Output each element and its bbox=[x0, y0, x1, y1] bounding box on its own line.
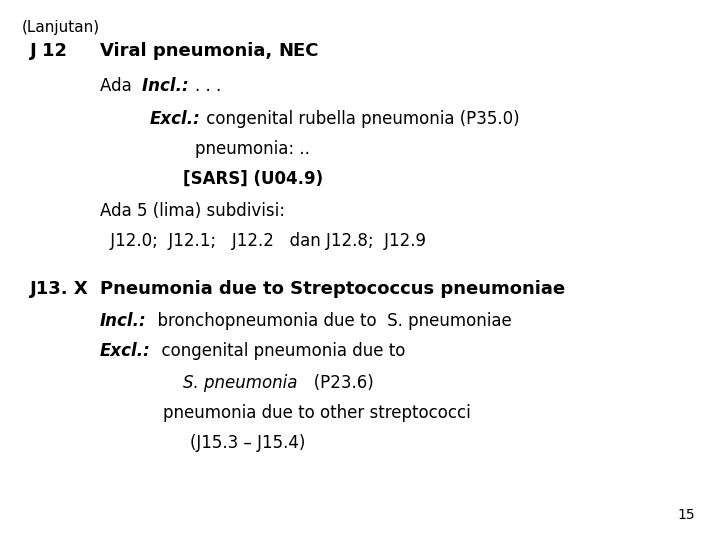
Text: J12.0;  J12.1;   J12.2   dan J12.8;  J12.9: J12.0; J12.1; J12.2 dan J12.8; J12.9 bbox=[105, 232, 426, 250]
Text: Excl.:: Excl.: bbox=[100, 342, 150, 360]
Text: Ada: Ada bbox=[100, 77, 143, 95]
Text: Incl.:: Incl.: bbox=[100, 312, 147, 330]
Text: Ada 5 (lima) subdivisi:: Ada 5 (lima) subdivisi: bbox=[100, 202, 285, 220]
Text: S. pneumonia: S. pneumonia bbox=[183, 374, 297, 392]
Text: bronchopneumonia due to  S. pneumoniae: bronchopneumonia due to S. pneumoniae bbox=[147, 312, 511, 330]
Text: Pneumonia due to Streptococcus pneumoniae: Pneumonia due to Streptococcus pneumonia… bbox=[100, 280, 565, 298]
Text: . . .: . . . bbox=[194, 77, 221, 95]
Text: congenital pneumonia due to: congenital pneumonia due to bbox=[150, 342, 405, 360]
Text: Excl.:: Excl.: bbox=[150, 110, 201, 128]
Text: 15: 15 bbox=[678, 508, 695, 522]
Text: [SARS] (U04.9): [SARS] (U04.9) bbox=[183, 170, 323, 188]
Text: Viral pneumonia,: Viral pneumonia, bbox=[100, 42, 279, 60]
Text: pneumonia due to other streptococci: pneumonia due to other streptococci bbox=[163, 404, 471, 422]
Text: (P23.6): (P23.6) bbox=[297, 374, 373, 392]
Text: (Lanjutan): (Lanjutan) bbox=[22, 20, 100, 35]
Text: J13. X: J13. X bbox=[30, 280, 89, 298]
Text: (J15.3 – J15.4): (J15.3 – J15.4) bbox=[190, 434, 305, 452]
Text: pneumonia: ..: pneumonia: .. bbox=[195, 140, 310, 158]
Text: congenital rubella pneumonia (P35.0): congenital rubella pneumonia (P35.0) bbox=[201, 110, 519, 128]
Text: NEC: NEC bbox=[279, 42, 319, 60]
Text: J 12: J 12 bbox=[30, 42, 68, 60]
Text: Incl.:: Incl.: bbox=[143, 77, 194, 95]
